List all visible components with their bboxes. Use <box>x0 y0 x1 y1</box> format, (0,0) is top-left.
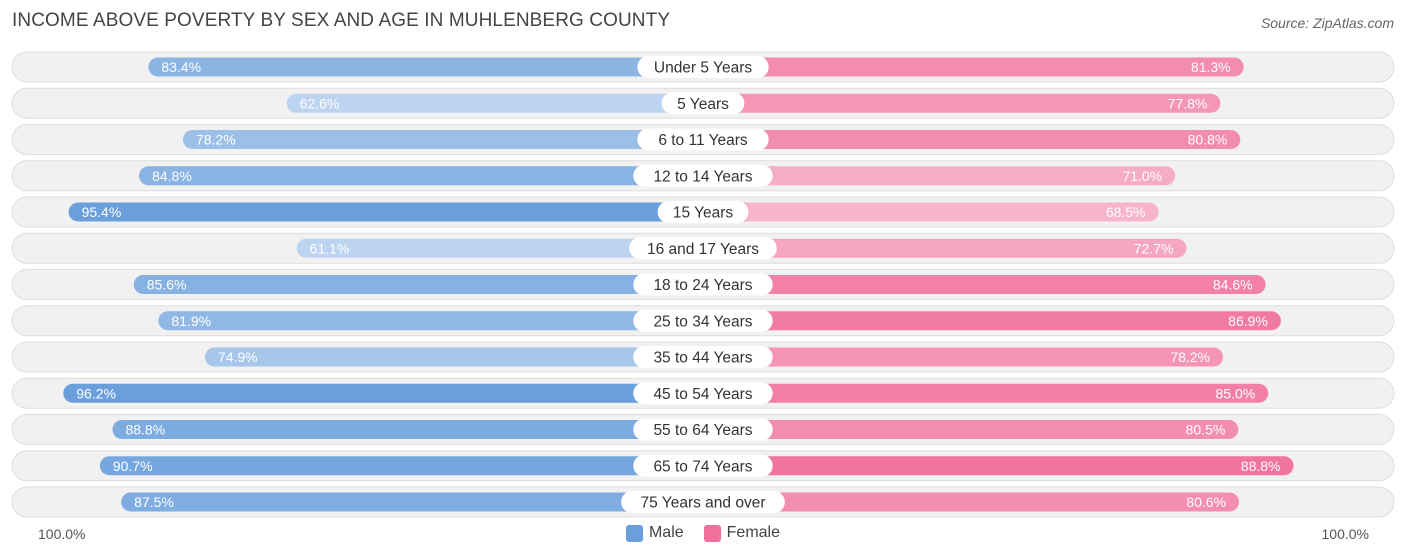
value-label-male: 84.8% <box>152 168 192 184</box>
category-pill <box>621 491 785 513</box>
legend: Male Female <box>0 524 1406 542</box>
value-label-female: 86.9% <box>1228 313 1268 329</box>
category-label: 55 to 64 Years <box>653 422 752 439</box>
bar-female <box>703 311 1281 331</box>
category-label: 25 to 34 Years <box>653 313 752 330</box>
bar-male <box>133 275 703 294</box>
value-label-female: 80.5% <box>1186 422 1226 438</box>
category-pill <box>633 346 773 368</box>
category-pill <box>633 454 773 477</box>
category-label: 45 to 54 Years <box>653 386 752 403</box>
bar-male <box>68 202 704 222</box>
value-label-female: 72.7% <box>1134 240 1174 256</box>
value-label-male: 90.7% <box>113 458 153 474</box>
value-label-female: 77.8% <box>1168 95 1208 111</box>
value-label-female: 84.6% <box>1213 277 1253 293</box>
bar-female <box>703 275 1266 294</box>
bar-female <box>703 166 1176 186</box>
bar-female <box>703 383 1269 403</box>
value-label-male: 78.2% <box>196 132 236 148</box>
bar-female <box>703 130 1241 149</box>
bar-male <box>148 57 703 77</box>
bar-male <box>204 347 704 367</box>
bar-male <box>182 130 704 149</box>
bar-female <box>703 420 1239 439</box>
category-label: 5 Years <box>677 96 729 113</box>
axis-left-label: 100.0% <box>38 526 86 542</box>
bar-male <box>296 238 703 258</box>
category-pill <box>633 418 773 441</box>
legend-swatch-female <box>703 524 721 542</box>
bar-male <box>286 93 703 113</box>
category-label: 65 to 74 Years <box>653 458 752 475</box>
bar-female <box>703 492 1239 512</box>
value-label-male: 96.2% <box>76 385 116 401</box>
category-pill <box>633 273 773 296</box>
bar-male <box>99 456 704 476</box>
bar-male <box>139 166 703 186</box>
category-pill <box>629 237 777 260</box>
value-label-male: 85.6% <box>147 277 187 293</box>
source-credit: Source: ZipAtlas.com <box>1260 15 1394 31</box>
axis-right-label: 100.0% <box>1321 526 1369 542</box>
category-pill <box>633 382 773 405</box>
category-pill <box>661 92 745 115</box>
category-label: 35 to 44 Years <box>653 350 752 367</box>
value-label-male: 74.9% <box>218 349 258 365</box>
bar-male <box>63 383 703 403</box>
legend-label-male: Male <box>648 524 684 541</box>
value-label-female: 88.8% <box>1241 458 1281 474</box>
value-label-male: 61.1% <box>310 240 350 256</box>
legend-item-female: Female <box>703 524 781 542</box>
bar-male <box>158 311 704 331</box>
category-pill <box>633 309 773 332</box>
bar-female <box>703 202 1159 222</box>
chart-title: INCOME ABOVE POVERTY BY SEX AND AGE IN M… <box>12 10 671 31</box>
category-pill <box>637 128 769 151</box>
category-label: Under 5 Years <box>654 60 752 77</box>
category-label: 16 and 17 Years <box>647 241 759 258</box>
value-label-male: 83.4% <box>161 59 201 75</box>
category-pill <box>633 164 773 187</box>
value-label-male: 87.5% <box>134 494 174 510</box>
value-label-female: 85.0% <box>1216 385 1256 401</box>
diverging-bar-chart: 83.4% 81.3% Under 5 Years 62.6% 77.8% 5 Years… <box>11 51 1395 518</box>
legend-label-female: Female <box>726 524 781 541</box>
legend-item-male: Male <box>625 524 684 542</box>
bar-female <box>703 347 1224 367</box>
legend-swatch-male <box>625 524 643 542</box>
value-label-female: 80.8% <box>1188 132 1228 148</box>
value-label-female: 78.2% <box>1170 349 1210 365</box>
value-label-male: 62.6% <box>300 95 340 111</box>
category-label: 6 to 11 Years <box>658 132 748 149</box>
value-label-female: 80.6% <box>1186 494 1226 510</box>
value-label-female: 71.0% <box>1122 168 1162 184</box>
bar-female <box>703 238 1187 258</box>
bar-female <box>703 93 1221 113</box>
category-label: 75 Years and over <box>641 495 766 512</box>
category-label: 18 to 24 Years <box>653 277 752 294</box>
bar-female <box>703 456 1294 476</box>
value-label-male: 95.4% <box>82 204 122 220</box>
bar-female <box>703 57 1244 77</box>
bar-male <box>121 492 703 512</box>
value-label-female: 81.3% <box>1191 59 1231 75</box>
category-label: 12 to 14 Years <box>653 168 752 185</box>
category-label: 15 Years <box>673 205 734 222</box>
value-label-male: 81.9% <box>171 313 211 329</box>
bar-male <box>112 420 704 439</box>
category-pill <box>637 56 769 78</box>
value-label-male: 88.8% <box>125 422 165 438</box>
category-pill <box>657 201 749 223</box>
value-label-female: 68.5% <box>1106 204 1146 220</box>
